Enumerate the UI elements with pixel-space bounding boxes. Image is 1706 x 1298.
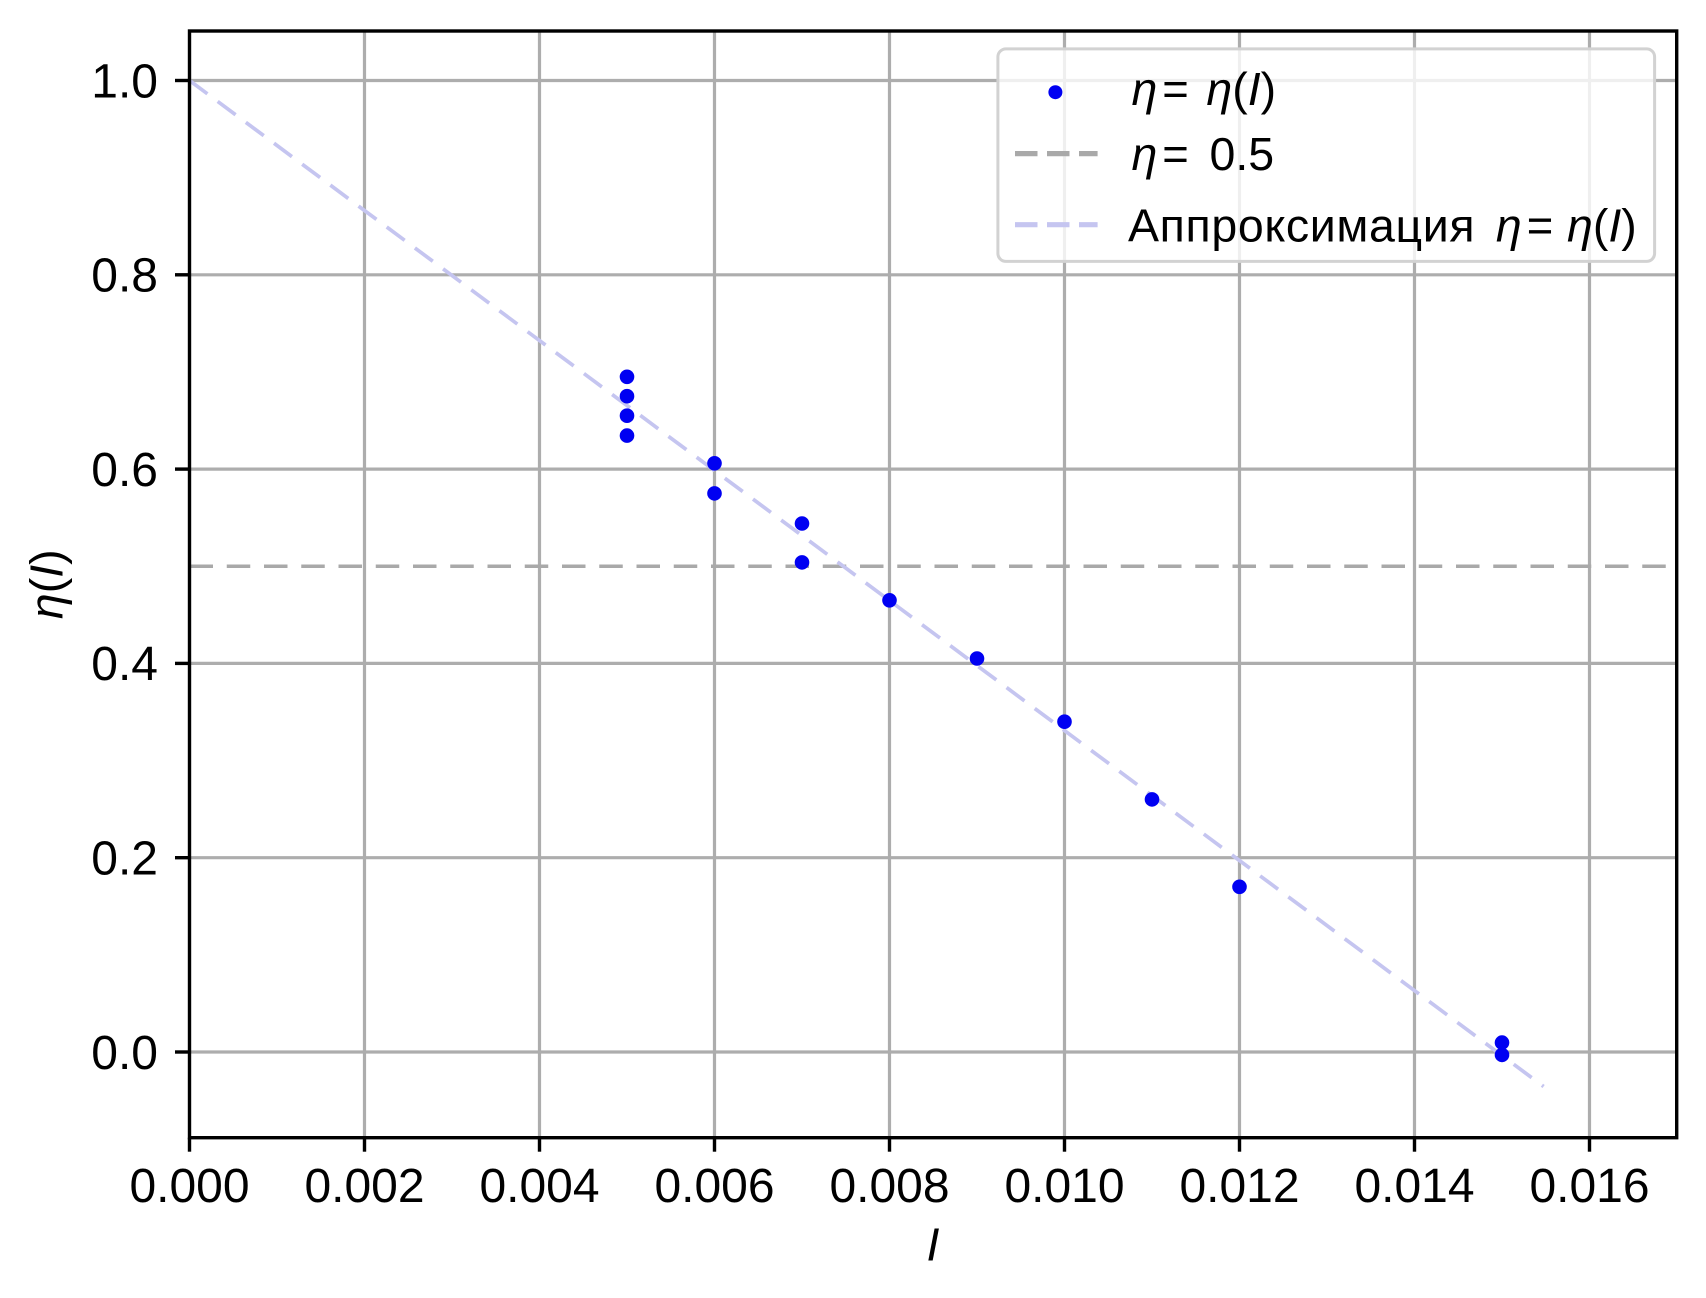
svg-text:0.2: 0.2 — [91, 833, 158, 886]
svg-text:0.4: 0.4 — [91, 638, 158, 691]
svg-text:1.0: 1.0 — [91, 55, 158, 108]
svg-text:0.6: 0.6 — [91, 444, 158, 497]
svg-text:I: I — [927, 1218, 940, 1270]
svg-text:0.006: 0.006 — [654, 1160, 774, 1213]
svg-text:0.000: 0.000 — [129, 1160, 249, 1213]
svg-text:η(I): η(I) — [21, 549, 73, 619]
svg-text:0.016: 0.016 — [1529, 1160, 1649, 1213]
svg-text:0.002: 0.002 — [304, 1160, 424, 1213]
svg-text:0.012: 0.012 — [1179, 1160, 1299, 1213]
svg-text:0.8: 0.8 — [91, 250, 158, 303]
svg-text:0.0: 0.0 — [91, 1027, 158, 1080]
svg-text:0.004: 0.004 — [479, 1160, 599, 1213]
svg-text:0.010: 0.010 — [1004, 1160, 1124, 1213]
svg-text:η=0.5: η = 0.5 — [1132, 128, 1275, 180]
svg-text:0.014: 0.014 — [1354, 1160, 1474, 1213]
svg-text:0.008: 0.008 — [829, 1160, 949, 1213]
